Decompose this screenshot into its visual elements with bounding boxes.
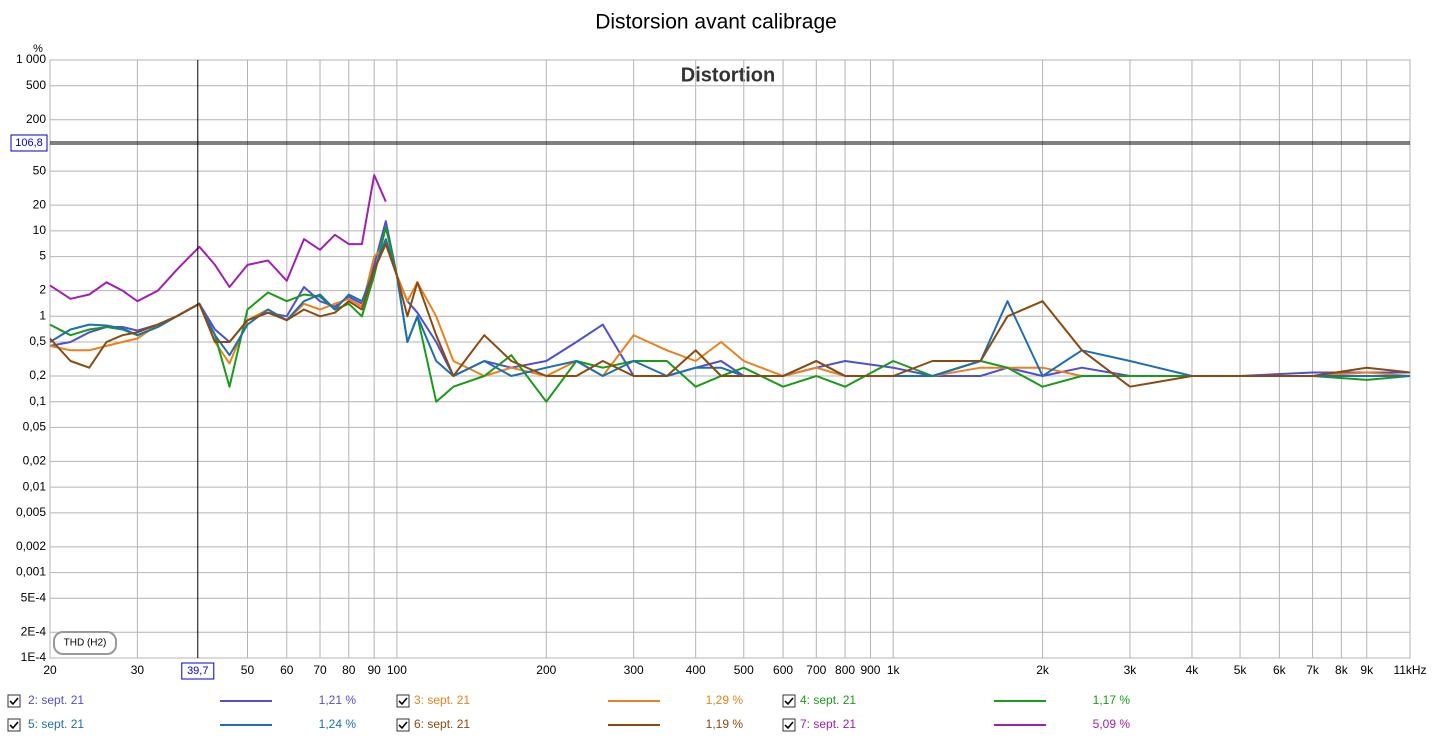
cursor-label-box [181,662,215,680]
legend-name: 4: sept. 21 [800,693,856,707]
y-tick-label: 0,02 [23,454,47,468]
x-tick-label: 3k [1124,663,1138,677]
y-tick-label: 0,001 [16,565,46,579]
legend-check [9,721,19,730]
x-tick-label: 80 [342,663,356,677]
legend-value: 1,24 % [319,717,357,731]
y-tick-label: 10 [33,223,47,237]
x-tick-label: 9k [1360,663,1374,677]
cursor-y-label: 106,8 [15,137,43,149]
plot-title: Distortion [681,64,775,86]
plot-area [49,59,1411,659]
x-tick-label: 900 [860,663,880,677]
x-tick-label: 700 [806,663,826,677]
legend-check [784,721,794,730]
y-tick-label: 1 [39,308,46,322]
legend-value: 1,19 % [706,717,744,731]
x-tick-label: 6k [1273,663,1287,677]
legend-checkbox[interactable] [782,694,796,708]
series-line [49,243,1411,388]
x-tick-label: 500 [734,663,754,677]
x-tick-label: 400 [686,663,706,677]
y-tick-label: 0,1 [29,394,46,408]
y-tick-label: 20 [33,197,47,211]
x-tick-label: 300 [624,663,644,677]
x-tick-label: 100 [387,663,407,677]
cursor-label-box [10,134,48,152]
y-tick-label: 5 [39,249,46,263]
legend-value: 1,21 % [319,693,357,707]
y-tick-label: 0,005 [16,505,46,519]
x-tick-label: 50 [241,663,255,677]
x-tick-label: 800 [835,663,855,677]
legend-checkbox[interactable] [7,718,21,732]
y-tick-label: 2E-4 [21,624,47,638]
y-tick-label: 5E-4 [21,590,47,604]
y-unit: % [33,43,43,55]
x-tick-label: 90 [367,663,381,677]
x-tick-label: 600 [773,663,793,677]
legend-checkbox[interactable] [782,718,796,732]
legend-check [398,721,408,730]
measure-box [53,631,117,655]
y-tick-label: 500 [26,78,46,92]
legend-value: 1,29 % [706,693,744,707]
x-tick-label: 20 [43,663,57,677]
legend-value: 5,09 % [1093,717,1131,731]
y-tick-label: 0,05 [23,420,47,434]
legend-checkbox[interactable] [396,718,410,732]
y-tick-label: 2 [39,283,46,297]
legend-name: 7: sept. 21 [800,717,856,731]
legend-name: 3: sept. 21 [414,693,470,707]
x-tick-label: 5k [1234,663,1248,677]
y-tick-label: 200 [26,112,46,126]
x-tick-label: 8k [1335,663,1349,677]
y-tick-label: 1 000 [16,52,46,66]
legend-check [784,697,794,706]
y-tick-label: 0,01 [23,479,47,493]
legend-checkbox[interactable] [7,694,21,708]
y-tick-label: 50 [33,163,47,177]
legend-check [9,697,19,706]
y-tick-label: 0,002 [16,539,46,553]
x-tick-label: 60 [280,663,294,677]
legend-check [398,697,408,706]
legend-name: 6: sept. 21 [414,717,470,731]
x-tick-label: 200 [536,663,556,677]
measure-label: THD (H2) [64,638,107,649]
legend-value: 1,17 % [1093,693,1131,707]
y-tick-label: 1E-4 [21,650,47,664]
x-tick-label: 30 [131,663,145,677]
x-tick-label: 7k [1306,663,1320,677]
chart-title: Distorsion avant calibrage [595,11,837,34]
x-tick-label: 2k [1036,663,1050,677]
legend-name: 5: sept. 21 [28,717,84,731]
legend-name: 2: sept. 21 [28,693,84,707]
legend-checkbox[interactable] [396,694,410,708]
y-tick-label: 0,5 [29,334,46,348]
x-tick-label: 1k [887,663,901,677]
y-tick-label: 0,2 [29,368,46,382]
cursor-x-label: 39,7 [187,665,208,677]
x-tick-label: 4k [1186,663,1200,677]
x-tick-label: 11kHz [1393,663,1426,677]
x-tick-label: 70 [313,663,327,677]
series-line [49,174,387,303]
